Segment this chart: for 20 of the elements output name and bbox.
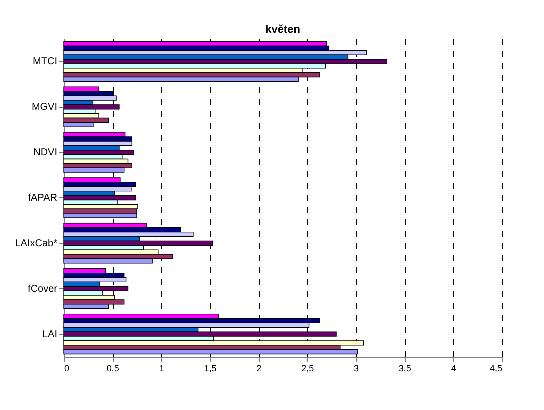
x-tick-label: 1,5 <box>204 364 217 374</box>
y-tick-label: LAIxCab* <box>15 238 58 250</box>
x-tick-label: 4 <box>451 364 456 374</box>
x-tick-label: 3,5 <box>398 364 412 374</box>
x-tick-label: 2 <box>256 364 262 374</box>
y-tick-label: NDVI <box>34 148 58 159</box>
bar <box>64 195 136 201</box>
y-tick-label: fCover <box>28 284 58 295</box>
bar <box>64 118 110 124</box>
x-tick-label: 0,5 <box>106 364 120 374</box>
y-tick-label: fAPAR <box>28 193 58 204</box>
y-tick-label: MTCI <box>33 56 58 68</box>
y-tick-label: MGVI <box>32 102 58 114</box>
x-tick-label: 0 <box>64 364 70 374</box>
x-tick-label: 1 <box>159 364 164 374</box>
chart-title: květen <box>266 24 301 36</box>
x-tick-label: 4,5 <box>490 364 502 374</box>
x-tick-label: 3 <box>354 364 360 374</box>
x-tick-label: 2,5 <box>302 364 314 374</box>
y-tick-label: LAI <box>42 329 58 340</box>
